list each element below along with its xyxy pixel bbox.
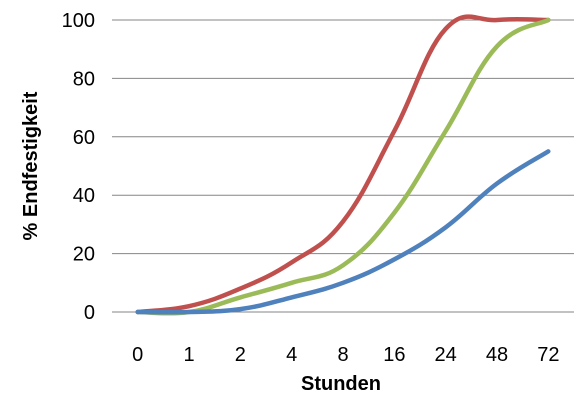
x-tick-label: 48 (486, 344, 508, 366)
y-tick-label: 0 (84, 302, 95, 324)
y-tick-label: 20 (73, 244, 95, 266)
series-line-1 (135, 14, 551, 315)
x-tick-labels: 0 1 2 4 8 16 24 48 72 (132, 344, 559, 366)
x-tick-label: 2 (235, 344, 246, 366)
y-axis-title: % Endfestigkeit (20, 91, 42, 240)
y-tick-label: 100 (62, 10, 95, 32)
x-tick-label: 16 (383, 344, 405, 366)
x-tick-label: 72 (537, 344, 559, 366)
x-tick-label: 8 (337, 344, 348, 366)
x-tick-label: 4 (286, 344, 297, 366)
series-lines (135, 14, 551, 316)
gridlines (112, 19, 574, 313)
x-axis-title: Stunden (301, 373, 381, 395)
y-tick-labels: 0 20 40 60 80 100 (62, 10, 95, 324)
y-tick-label: 80 (73, 68, 95, 90)
x-tick-label: 0 (132, 344, 143, 366)
x-tick-label: 24 (435, 344, 457, 366)
series-line-3 (135, 149, 551, 315)
y-tick-label: 60 (73, 127, 95, 149)
x-tick-label: 1 (183, 344, 194, 366)
series-line-2 (135, 17, 551, 316)
y-tick-label: 40 (73, 185, 95, 207)
